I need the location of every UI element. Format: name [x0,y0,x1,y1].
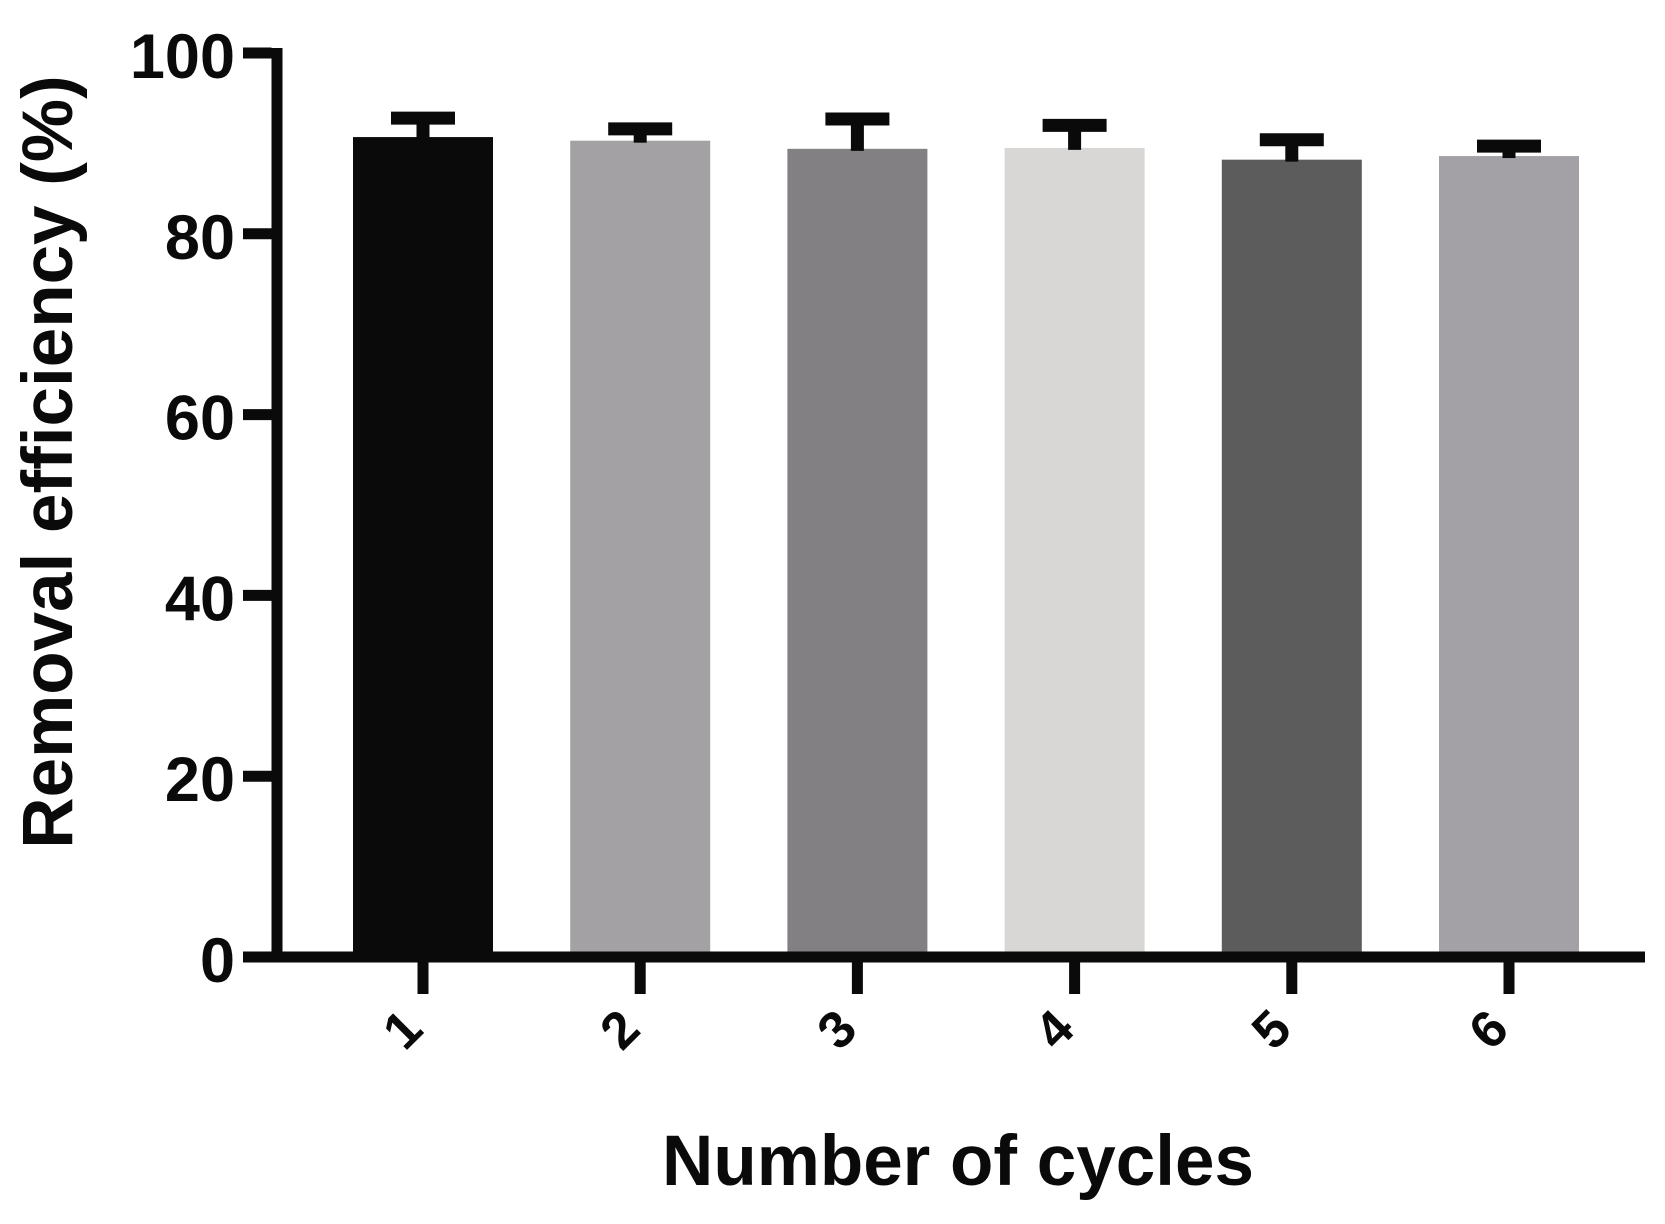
y-tick-label: 100 [130,22,235,92]
y-tick-label: 80 [165,203,235,273]
bars-layer [353,137,1579,962]
x-tick-label: 4 [1024,999,1086,1061]
bar [1221,159,1362,961]
x-tick-label: 3 [807,999,868,1060]
x-axis-title: Number of cycles [662,1122,1254,1201]
y-tick-label: 20 [165,745,235,815]
bar [570,140,711,962]
x-tick-label: 5 [1241,999,1302,1060]
error-bars-layer [391,111,1541,162]
x-tick-label: 1 [372,999,433,1060]
x-tick-label: 6 [1458,999,1519,1060]
x-tick-label: 2 [589,999,650,1060]
y-axis-title: Removal efficiency (%) [9,75,88,848]
ticks-layer [243,47,1515,994]
y-tick-label: 0 [200,926,235,996]
bar [1004,147,1145,962]
y-tick-label: 40 [165,564,235,634]
bar [353,137,493,961]
y-tick-label: 60 [165,384,235,454]
bar [1439,156,1579,961]
bar [787,148,928,962]
